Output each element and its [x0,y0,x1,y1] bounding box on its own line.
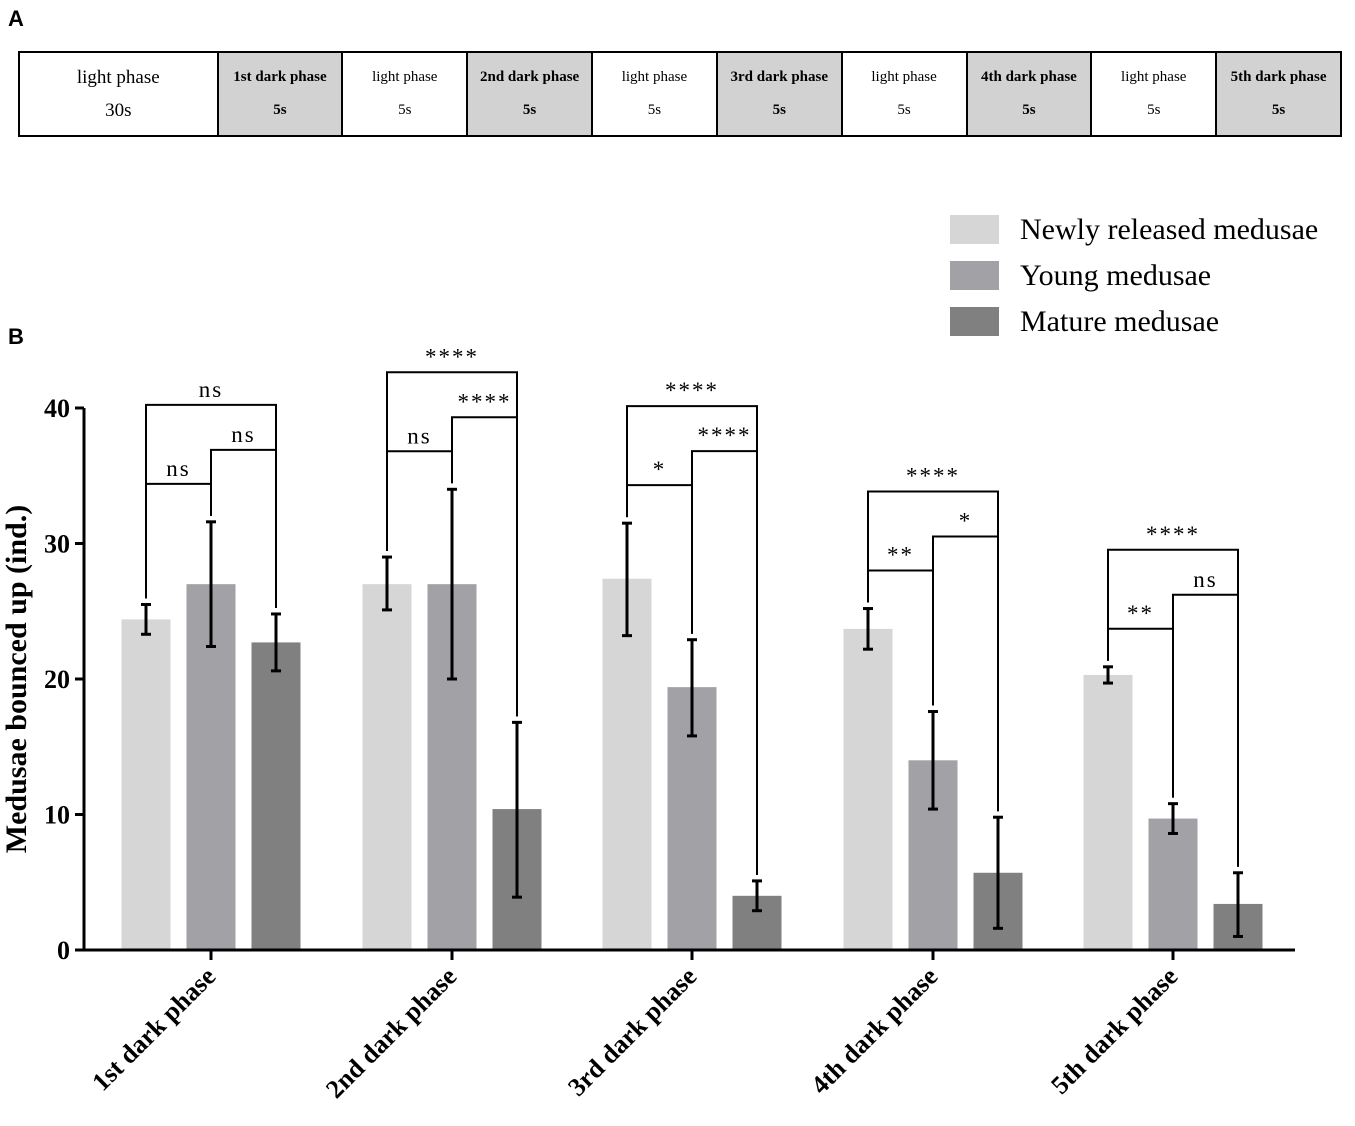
bar [121,619,171,950]
timeline-segment: 1st dark phase 5s [216,53,342,135]
x-tick-label: 3rd dark phase [562,962,702,1102]
significance-bracket [626,405,758,875]
significance-bracket [386,371,518,717]
significance-label: ns [407,423,431,448]
significance-label: * [653,457,667,482]
timeline-segment-duration: 5s [647,102,662,118]
timeline-segment: light phase 5s [840,53,966,135]
timeline-segment: 2nd dark phase 5s [466,53,592,135]
significance-label: ns [231,422,255,447]
timeline-segment-name: light phase [621,69,688,85]
significance-label: * [959,509,973,534]
timeline-segment: light phase 5s [341,53,466,135]
significance-label: ns [166,456,190,481]
x-tick-label: 4th dark phase [805,962,943,1100]
timeline-segment-name: 5th dark phase [1230,69,1327,85]
timeline-segment-name: 4th dark phase [980,69,1077,85]
timeline-segment-name: light phase [871,69,937,85]
bar [362,584,412,950]
bar-chart: Newly released medusae Young medusae Matur… [0,213,1318,1104]
y-axis-label: Medusae bounced up (ind.) [0,505,33,853]
significance-label: **** [665,378,719,403]
timeline-segment: 5th dark phase 5s [1215,53,1340,135]
timeline-segment-duration: 5s [273,102,287,118]
timeline-segment-name: 1st dark phase [233,69,327,85]
timeline-segment: light phase 5s [591,53,716,135]
legend-swatch [950,215,999,244]
significance-label: **** [698,423,752,448]
significance-label: **** [906,464,960,489]
significance-label: ** [1127,601,1154,626]
timeline-segment-duration: 5s [1022,102,1036,118]
x-tick-label: 5th dark phase [1045,962,1183,1100]
legend-label: Young medusae [1020,259,1211,292]
timeline-segment-duration: 5s [897,102,911,118]
timeline-segment: light phase 5s [1090,53,1215,135]
x-tick-label: 2nd dark phase [320,962,462,1104]
significance-label: **** [458,389,512,414]
timeline-segment-name: 2nd dark phase [479,69,580,85]
bar [1148,818,1198,950]
timeline-segment-duration: 5s [772,102,786,118]
phase-timeline: light phase 30s 1st dark phase 5s light phas… [18,51,1342,137]
timeline-segment-duration: 5s [1271,102,1286,118]
significance-label: ns [199,377,223,402]
significance-label: **** [425,344,479,369]
timeline-segment-duration: 5s [1147,102,1161,118]
significance-label: **** [1146,522,1200,547]
timeline-segment: light phase 30s [20,53,217,135]
y-tick-label: 0 [57,936,70,965]
timeline-segment-duration: 30s [105,99,132,121]
panel-label-b: B [8,324,24,349]
bar [843,628,893,950]
bar [251,642,301,950]
timeline-segment: 3rd dark phase 5s [715,53,841,135]
significance-bracket [386,450,453,552]
timeline-segment-duration: 5s [398,102,412,118]
y-tick-label: 10 [44,801,70,830]
significance-bracket [867,490,999,812]
y-tick-label: 30 [44,530,70,559]
legend-label: Mature medusae [1020,305,1219,338]
timeline-segment: 4th dark phase 5s [965,53,1091,135]
bar [1083,674,1133,950]
bar [602,578,652,950]
significance-bracket [145,482,212,599]
y-tick-label: 20 [44,665,70,694]
legend-swatch [950,261,999,290]
significance-label: ** [887,543,914,568]
timeline-segment-name: 3rd dark phase [730,69,829,85]
legend-label: Newly released medusae [1020,213,1318,246]
significance-bracket [1107,548,1239,867]
panel-label-a: A [8,6,24,31]
significance-bracket [145,403,277,608]
timeline-segment-name: light phase [76,66,160,88]
timeline-segment-name: light phase [372,69,438,85]
timeline-segment-name: light phase [1121,69,1187,85]
significance-label: ns [1193,567,1217,592]
legend-swatch [950,307,999,336]
y-tick-label: 40 [44,394,70,423]
timeline-segment-duration: 5s [522,102,537,118]
x-tick-label: 1st dark phase [86,962,221,1097]
